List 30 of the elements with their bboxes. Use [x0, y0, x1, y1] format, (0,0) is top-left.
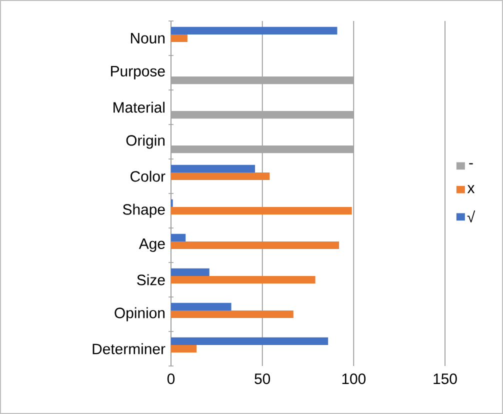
bar	[171, 302, 232, 310]
bar	[171, 34, 188, 42]
y-tick-label: Color	[130, 170, 166, 182]
y-tick-label: Determiner	[92, 343, 166, 354]
y-tick-label: Age	[138, 238, 165, 252]
bar	[171, 344, 197, 353]
legend-label: -	[469, 163, 473, 164]
bar	[171, 310, 294, 318]
bar	[171, 172, 270, 180]
x-tick-label: 50	[254, 374, 270, 384]
x-tick-label: 150	[434, 374, 457, 384]
bar	[171, 276, 316, 284]
bar	[171, 26, 338, 34]
bar	[171, 206, 352, 215]
y-tick-label: Material	[114, 102, 164, 113]
x-tick-label: 100	[342, 374, 366, 384]
y-tick-label: Origin	[126, 134, 165, 149]
bar	[171, 337, 328, 345]
y-tick-label: Purpose	[111, 66, 165, 80]
y-tick-label: Noun	[130, 33, 165, 44]
bar	[171, 268, 210, 276]
bar	[171, 241, 340, 250]
x-tick-label: 0	[167, 374, 175, 384]
y-tick-label: Size	[137, 274, 165, 286]
y-tick-label: Shape	[122, 204, 165, 218]
bar	[171, 234, 186, 242]
y-tick-label: Opinion	[114, 307, 165, 322]
legend-label: √	[467, 210, 476, 222]
bar	[171, 164, 256, 172]
legend-label: x	[467, 185, 475, 194]
